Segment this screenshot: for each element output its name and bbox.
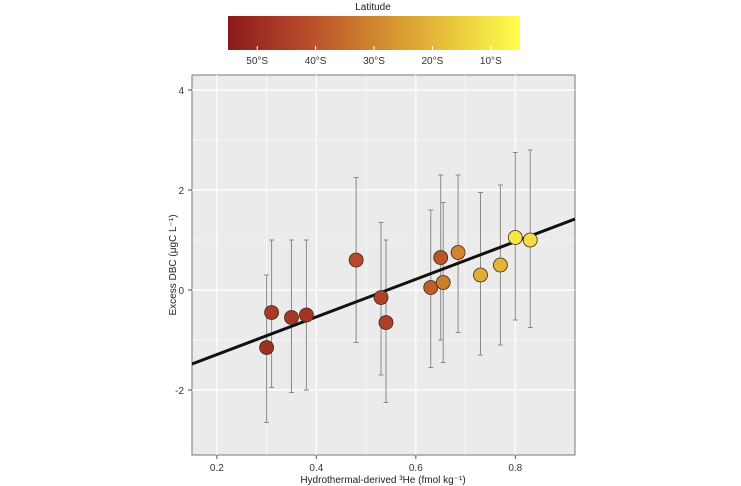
data-point [507,230,523,245]
colorbar-title: Latitude [355,2,391,13]
data-point [264,305,279,320]
colorbar-tick-label: 20°S [422,56,444,67]
data-point [473,267,488,283]
data-point [299,307,314,323]
plot-panel [191,74,576,456]
data-point [450,245,466,260]
x-axis-ticks: 0.2 0.4 0.6 0.8 [210,455,523,474]
colorbar: Latitude 50°S 40°S 30°S 20°S 10°S [228,2,520,67]
data-point [284,310,299,325]
data-point [348,252,364,268]
y-axis-label: Excess DBC (μgC L⁻¹) [168,214,179,315]
data-point [373,290,389,305]
data-point [492,257,508,273]
x-tick-label: 0.8 [508,463,522,474]
x-axis-label: Hydrothermal-derived ³He (fmol kg⁻¹) [300,475,465,486]
colorbar-tick-label: 30°S [363,56,385,67]
colorbar-gradient [228,16,520,50]
data-point [378,315,394,330]
colorbar-tick-label: 50°S [246,56,268,67]
x-tick-label: 0.2 [210,463,224,474]
colorbar-tick-label: 10°S [480,56,502,67]
data-point [522,232,538,248]
data-points [259,230,538,355]
data-point [435,275,451,290]
x-tick-label: 0.6 [409,463,423,474]
data-point [433,250,449,265]
y-tick-label: 4 [178,86,184,97]
y-tick-label: 0 [178,286,184,297]
y-axis-ticks: -2 0 2 4 [175,86,192,397]
colorbar-ticks: 50°S 40°S 30°S 20°S 10°S [246,46,502,67]
y-tick-label: -2 [175,386,184,397]
y-tick-label: 2 [178,186,184,197]
data-point [423,280,439,295]
x-tick-label: 0.4 [309,463,323,474]
data-point [259,340,275,355]
colorbar-tick-label: 40°S [305,56,327,67]
